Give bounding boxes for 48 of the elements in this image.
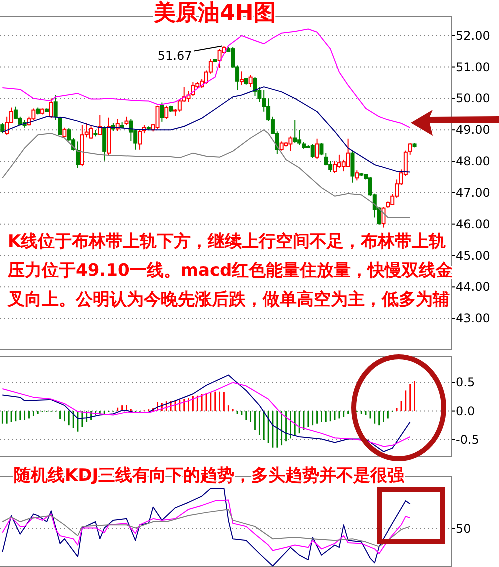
candlestick [324,152,328,166]
candlestick [333,161,338,174]
candlestick [156,105,160,130]
candlestick [89,126,94,140]
y-tick-label: -0.5 [456,432,480,447]
y-tick-label: 48.00 [456,154,490,169]
candlestick [288,136,293,152]
annotation: K线位于布林带上轨下方，继续上行空间不足，布林带上轨压力位于49.10一线。macd红色能量住放量，快慢双线金叉向上。公明认为今晚先涨后跌，做单高空为主，低多为辅 [7,232,454,310]
y-tick-label: 46.00 [456,217,490,232]
candlestick [138,130,142,150]
y-tick-label: 0.5 [456,376,476,390]
y-tick-label: 51.00 [456,60,490,74]
y-tick-label: 0.0 [456,404,476,418]
text: 随机线KDJ三线有向下的趋势，多头趋势并不是很强 [14,466,406,486]
line-series [2,28,411,128]
y-tick-label: 45.00 [456,248,490,263]
candlestick [248,74,253,88]
candlestick [350,150,355,184]
candlestick [320,142,324,156]
text: 50 [456,522,472,536]
candlestick [102,126,107,162]
candlestick [253,76,258,97]
candlestick [129,118,134,142]
candlestick [315,138,320,160]
candlestick [62,127,67,138]
y-tick-label: 52.00 [456,28,490,43]
y-tick-label: 47.00 [456,186,490,200]
line-series [2,86,411,173]
candlestick [160,102,164,122]
candlestick [240,71,244,86]
candlestick [0,122,5,134]
annotation: 51.67 [158,49,192,64]
y-tick-label: 44.00 [456,280,490,294]
candlestick [54,94,58,121]
line-series [2,382,411,448]
candlestick [218,48,222,69]
candlestick [293,120,298,144]
candlestick [49,98,54,119]
y-tick-label: 49.00 [456,123,490,138]
y-tick-label: 50.00 [456,92,490,106]
candlestick [355,170,360,182]
candlestick [76,141,80,169]
candlestick [346,138,350,168]
candlestick [310,144,315,159]
candlestick [164,105,169,120]
chart-title: 美原油4H图 [153,0,276,26]
line-series [2,374,411,452]
y-tick-label: 43.00 [456,312,490,326]
